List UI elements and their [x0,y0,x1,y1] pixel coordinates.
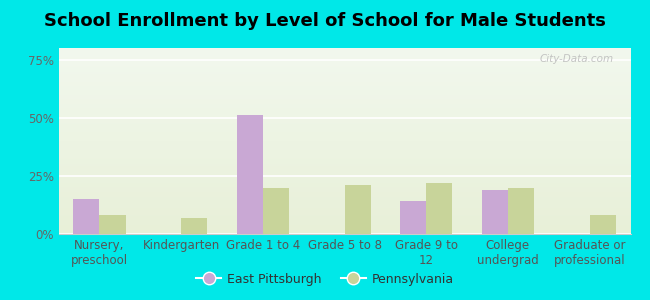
Bar [426,183,452,234]
Bar [344,185,370,234]
Bar [99,215,125,234]
Bar [400,202,426,234]
Bar [590,215,616,234]
Text: School Enrollment by Level of School for Male Students: School Enrollment by Level of School for… [44,12,606,30]
Bar [508,188,534,234]
Bar [237,116,263,234]
Legend: East Pittsburgh, Pennsylvania: East Pittsburgh, Pennsylvania [191,268,459,291]
Bar [263,188,289,234]
Text: City-Data.com: City-Data.com [540,54,614,64]
Bar [181,218,207,234]
Bar [73,199,99,234]
Bar [482,190,508,234]
